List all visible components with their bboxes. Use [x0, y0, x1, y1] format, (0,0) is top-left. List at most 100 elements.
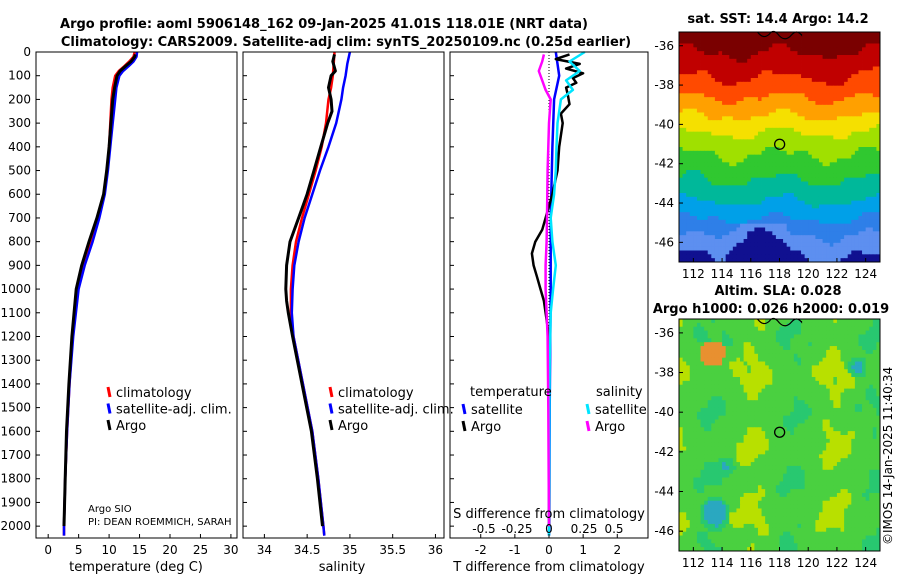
- map-cell: [700, 373, 705, 378]
- map-cell: [822, 162, 827, 167]
- map-cell: [818, 254, 823, 259]
- map-cell: [765, 377, 770, 382]
- map-cell: [704, 212, 709, 217]
- map-cell: [851, 55, 856, 60]
- map-cell: [722, 411, 727, 417]
- map-cell: [779, 357, 784, 362]
- map-cell: [743, 185, 748, 190]
- map-cell: [865, 181, 870, 186]
- map-cell: [815, 388, 820, 393]
- map-cell: [862, 411, 867, 417]
- map-cell: [757, 361, 762, 366]
- map-cell: [786, 185, 791, 190]
- map-cell: [797, 353, 802, 359]
- map-cell: [829, 373, 834, 378]
- map-cell: [736, 47, 741, 52]
- map-cell: [725, 246, 730, 251]
- map-cell: [836, 81, 841, 87]
- map-cell: [732, 193, 737, 198]
- map-cell: [725, 47, 730, 52]
- map-cell: [869, 193, 874, 198]
- map-cell: [833, 235, 838, 240]
- map-cell: [836, 319, 841, 324]
- map-cell: [790, 242, 795, 248]
- map-cell: [765, 85, 770, 90]
- map-cell: [729, 219, 734, 225]
- map-cell: [718, 326, 723, 331]
- map-cell: [801, 212, 806, 217]
- map-cell: [872, 170, 877, 175]
- map-cell: [707, 235, 712, 240]
- map-cell: [711, 235, 716, 240]
- map-cell: [808, 32, 813, 37]
- map-cell: [768, 135, 773, 140]
- map-cell: [822, 377, 827, 382]
- map-cell: [833, 250, 838, 255]
- map-cell: [772, 342, 777, 347]
- map-cell: [729, 47, 734, 52]
- map-cell: [729, 411, 734, 417]
- map-cell: [700, 181, 705, 186]
- map-cell: [718, 235, 723, 240]
- map-cell: [826, 177, 831, 182]
- map-cell: [851, 166, 856, 171]
- map-cell: [815, 74, 820, 79]
- map-cell: [765, 170, 770, 175]
- map-cell: [679, 204, 683, 209]
- map-cell: [696, 127, 701, 133]
- map-cell: [729, 135, 734, 140]
- map-cell: [840, 47, 845, 52]
- map-cell: [851, 193, 856, 198]
- map-cell: [779, 204, 784, 209]
- map-cell: [822, 239, 827, 244]
- map-cell: [786, 66, 791, 71]
- map-cell: [700, 330, 705, 335]
- map-cell: [736, 162, 741, 167]
- map-cell: [790, 212, 795, 217]
- map-cell: [729, 250, 734, 255]
- map-cell: [851, 66, 856, 71]
- map-cell: [732, 166, 737, 171]
- map-cell: [743, 104, 748, 110]
- map-cell: [811, 349, 816, 355]
- map-cell: [740, 338, 745, 343]
- map-cell: [851, 258, 856, 263]
- map-cell: [797, 196, 802, 202]
- map-cell: [700, 177, 705, 182]
- map-cell: [729, 246, 734, 251]
- map-cell: [686, 158, 691, 163]
- map-cell: [822, 319, 827, 324]
- map-cell: [714, 170, 719, 175]
- map-cell: [858, 185, 863, 190]
- map-cell: [768, 334, 773, 339]
- map-cell: [854, 342, 859, 347]
- map-cell: [865, 139, 870, 144]
- map-cell: [779, 326, 784, 331]
- map-cell: [783, 415, 788, 420]
- map-cell: [772, 246, 777, 251]
- map-cell: [862, 357, 867, 362]
- map-cell: [757, 342, 762, 347]
- map-cell: [775, 322, 780, 328]
- map-cell: [768, 246, 773, 251]
- map-cell: [679, 396, 683, 401]
- map-cell: [722, 147, 727, 152]
- map-cell: [822, 135, 827, 140]
- map-cell: [851, 239, 856, 244]
- map-cell: [679, 196, 683, 202]
- map-cell: [775, 124, 780, 129]
- map-cell: [783, 139, 788, 144]
- map-cell: [679, 166, 683, 171]
- map-cell: [700, 85, 705, 90]
- map-cell: [775, 246, 780, 251]
- map-cell: [804, 404, 809, 409]
- map-cell: [736, 227, 741, 232]
- map-cell: [686, 62, 691, 67]
- map-cell: [750, 127, 755, 133]
- map-cell: [696, 396, 701, 401]
- map-cell: [686, 66, 691, 71]
- map-cell: [822, 407, 827, 413]
- map-cell: [851, 116, 856, 121]
- map-cell: [754, 43, 759, 48]
- map-cell: [876, 89, 881, 94]
